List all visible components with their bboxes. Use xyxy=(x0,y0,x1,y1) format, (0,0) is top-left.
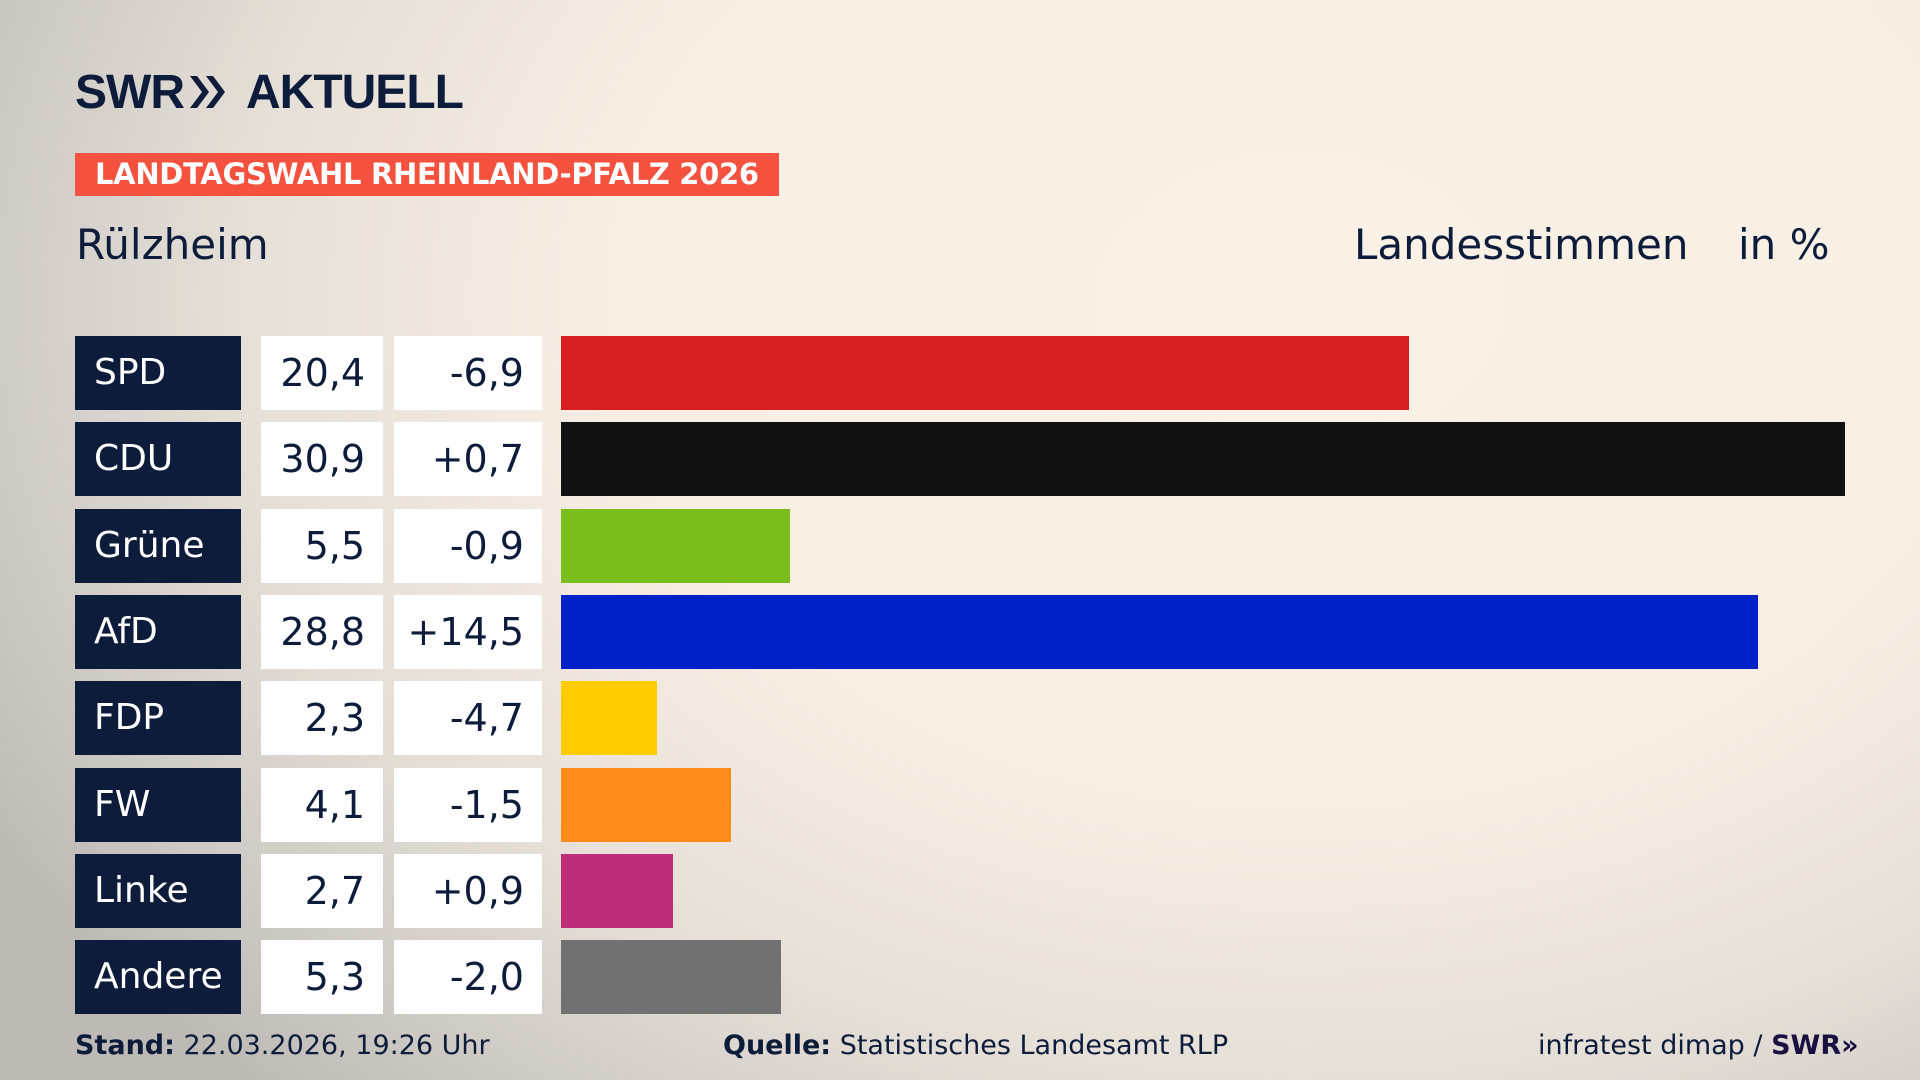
chevrons-icon: » xyxy=(1841,1030,1859,1061)
bar-fw xyxy=(561,767,732,842)
source-value: Statistisches Landesamt RLP xyxy=(839,1030,1229,1061)
change-label: -2,0 xyxy=(394,940,542,1015)
bar-spd xyxy=(561,336,1409,410)
party-label: Grüne xyxy=(75,508,241,583)
bar-fdp xyxy=(561,681,657,756)
stand-label: Stand: xyxy=(75,1030,175,1061)
unit-label: in % xyxy=(1738,220,1830,269)
timestamp: Stand: 22.03.2026, 19:26 Uhr xyxy=(75,1030,490,1061)
bar-andere xyxy=(561,940,782,1015)
credit: infratest dimap / SWR» xyxy=(1538,1030,1859,1061)
change-label: -0,9 xyxy=(394,508,542,583)
value-label: 28,8 xyxy=(261,594,383,669)
logo-brand: SWR xyxy=(75,65,185,119)
party-label: SPD xyxy=(75,336,241,410)
party-label: AfD xyxy=(75,594,241,669)
value-label: 20,4 xyxy=(261,336,383,410)
stand-value: 22.03.2026, 19:26 Uhr xyxy=(183,1030,490,1061)
change-label: -6,9 xyxy=(394,336,542,410)
party-label: FW xyxy=(75,767,241,842)
value-label: 5,3 xyxy=(261,940,383,1015)
source: Quelle: Statistisches Landesamt RLP xyxy=(723,1030,1228,1061)
party-label: Andere xyxy=(75,940,241,1015)
value-label: 30,9 xyxy=(261,422,383,497)
party-label: FDP xyxy=(75,681,241,756)
change-label: +14,5 xyxy=(394,594,542,669)
place-title: Rülzheim xyxy=(76,220,269,269)
bar-linke xyxy=(561,853,674,928)
election-ribbon: LANDTAGSWAHL RHEINLAND-PFALZ 2026 xyxy=(75,153,779,196)
swr-aktuell-logo: SWR AKTUELL xyxy=(75,66,464,119)
value-label: 2,7 xyxy=(261,853,383,928)
bar-afd xyxy=(561,594,1758,669)
change-label: -1,5 xyxy=(394,767,542,842)
change-label: -4,7 xyxy=(394,681,542,756)
bar-grüne xyxy=(561,508,790,583)
credit-brand: SWR xyxy=(1771,1030,1842,1061)
party-label: CDU xyxy=(75,422,241,497)
party-label: Linke xyxy=(75,853,241,928)
change-label: +0,9 xyxy=(394,853,542,928)
chevrons-icon xyxy=(189,76,225,108)
value-label: 4,1 xyxy=(261,767,383,842)
logo-product: AKTUELL xyxy=(245,65,464,119)
value-label: 5,5 xyxy=(261,508,383,583)
source-label: Quelle: xyxy=(723,1030,832,1061)
vote-type-label: Landesstimmen xyxy=(1354,220,1689,269)
credit-text: infratest dimap / xyxy=(1538,1030,1763,1061)
bar-cdu xyxy=(561,422,1845,497)
value-label: 2,3 xyxy=(261,681,383,756)
change-label: +0,7 xyxy=(394,422,542,497)
